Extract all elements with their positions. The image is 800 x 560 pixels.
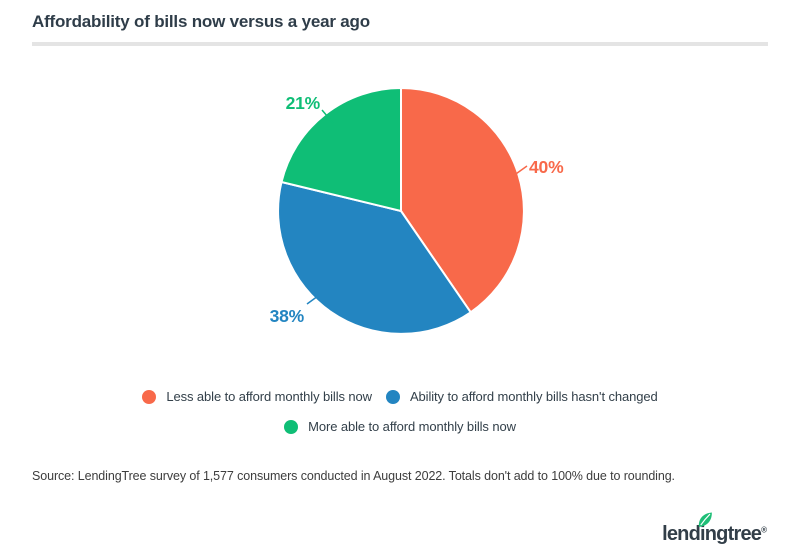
legend-item-hasnt-changed: Ability to afford monthly bills hasn't c… (385, 389, 658, 404)
chart-title: Affordability of bills now versus a year… (32, 12, 370, 31)
pie-label-leader-0 (512, 165, 528, 177)
pie-value-label-2: 21% (286, 93, 321, 113)
legend-item-more-able: More able to afford monthly bills now (284, 419, 516, 434)
logo-wordmark: lendingtree (662, 523, 762, 545)
title-divider (32, 42, 768, 46)
lendingtree-leaf-icon (698, 512, 712, 527)
leaf-vein (700, 513, 711, 526)
registered-trademark-symbol: ® (761, 525, 767, 535)
lendingtree-logo: lendingtree® (662, 512, 767, 545)
pie-value-label-1: 38% (270, 306, 305, 326)
pie-label-leader-2 (321, 109, 334, 124)
pie-slice-1 (277, 181, 472, 335)
chart-legend: Less able to afford monthly bills now Ab… (0, 389, 800, 434)
legend-label-less-able: Less able to afford monthly bills now (166, 389, 372, 404)
pie-label-leader-1 (306, 295, 332, 311)
legend-dot-hasnt-changed-icon (385, 389, 400, 404)
legend-dot-more-able-icon (284, 419, 299, 434)
source-note: Source: LendingTree survey of 1,577 cons… (32, 469, 675, 483)
legend-dot-less-able-icon (142, 389, 157, 404)
legend-item-less-able: Less able to afford monthly bills now (142, 389, 372, 404)
pie-value-label-0: 40% (529, 157, 564, 177)
legend-label-hasnt-changed: Ability to afford monthly bills hasn't c… (409, 389, 658, 404)
pie-slice-0 (400, 87, 525, 314)
legend-label-more-able: More able to afford monthly bills now (308, 419, 516, 434)
legend-row-1: Less able to afford monthly bills now Ab… (142, 389, 658, 404)
legend-row-2: More able to afford monthly bills now (284, 419, 516, 434)
